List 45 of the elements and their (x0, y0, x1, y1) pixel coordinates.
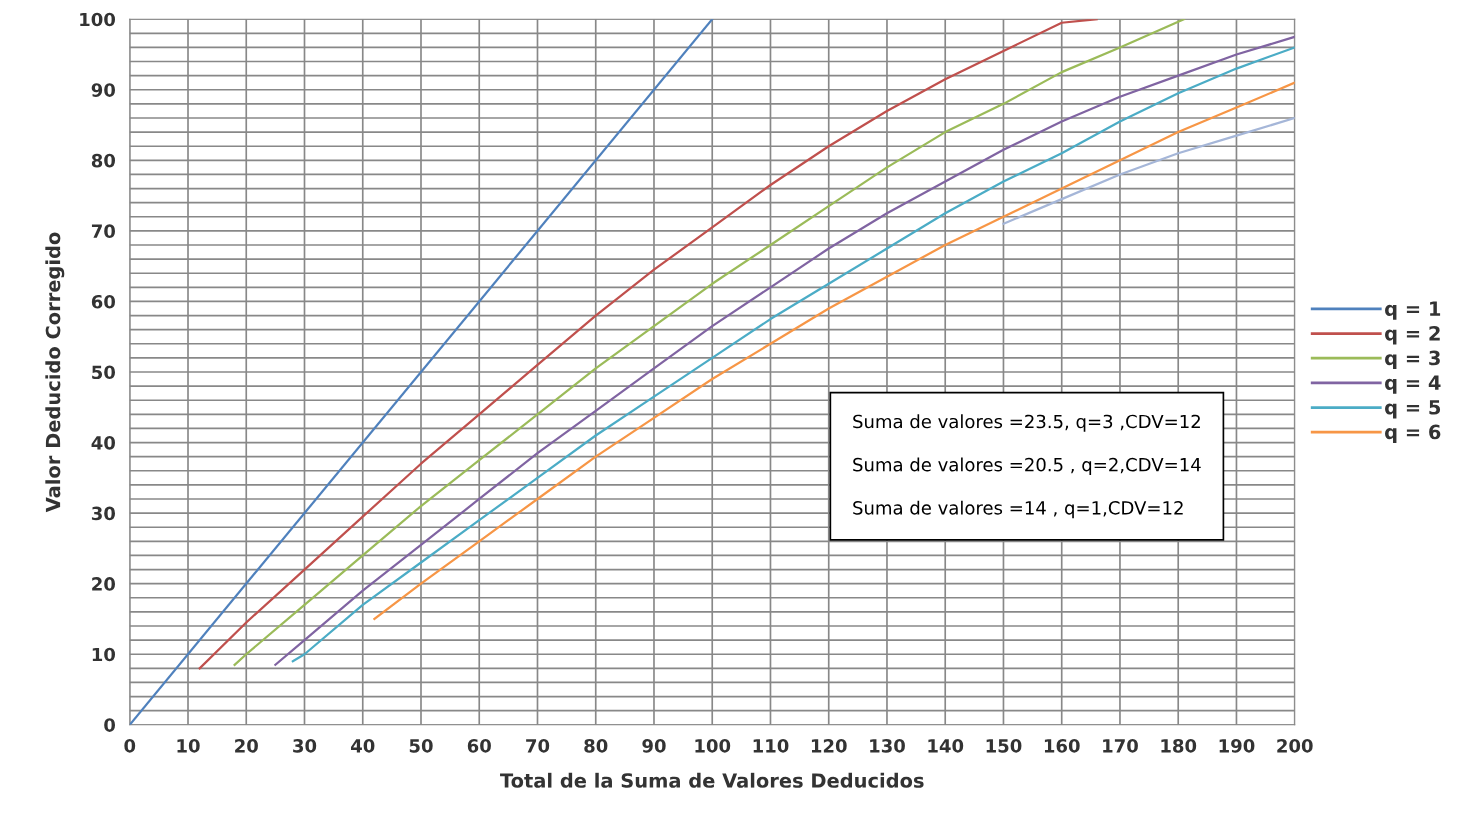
x-tick-label: 130 (870, 738, 905, 753)
x-tick-label: 20 (235, 738, 258, 753)
x-tick-label: 80 (584, 738, 608, 753)
legend-label: q = 4 (1385, 375, 1441, 394)
y-tick-label: 100 (80, 12, 116, 27)
y-tick-label: 0 (104, 718, 116, 732)
y-tick-label: 50 (92, 365, 116, 380)
line-series (373, 81, 1295, 621)
x-tick-label: 70 (526, 738, 550, 753)
y-tick-label: 80 (91, 153, 116, 168)
annotation: Suma de valores =20.5 , q=2,CDV=14 (853, 457, 1201, 475)
x-tick-label: 10 (177, 738, 200, 753)
x-tick-label: 120 (811, 738, 847, 753)
x-tick-label: 170 (1103, 738, 1138, 753)
x-tick-label: 30 (293, 738, 317, 753)
annotation: Suma de valores =23.5, q=3 ,CDV=12 (853, 414, 1200, 432)
y-tick-label: 20 (92, 577, 116, 591)
y-tick-label: 10 (92, 647, 116, 662)
x-tick-label: 150 (986, 738, 1022, 753)
x-tick-label: 60 (467, 738, 491, 753)
x-tick-label: 50 (409, 738, 433, 753)
y-tick-label: 60 (91, 294, 116, 309)
legend-label: q = 6 (1385, 424, 1441, 444)
x-tick-label: 180 (1161, 738, 1197, 753)
x-tick-label: 40 (351, 738, 375, 753)
y-tick-label: 90 (91, 83, 116, 97)
x-tick-label: 200 (1277, 738, 1313, 753)
x-tick-label: 90 (642, 738, 666, 753)
legend-label: q = 1 (1385, 301, 1441, 320)
x-tick-label: 140 (928, 738, 964, 753)
x-tick-label: 190 (1219, 738, 1255, 753)
y-tick-label: 70 (91, 224, 116, 238)
x-tick-label: 110 (753, 738, 789, 753)
x-axis-title: Total de la Suma de Valores Deducidos (500, 772, 924, 788)
legend-label: q = 2 (1385, 325, 1440, 345)
x-tick-label: 100 (695, 738, 731, 753)
y-tick-label: 30 (91, 506, 116, 521)
y-axis-title: Valor Deducido Corregido (45, 232, 65, 513)
legend-label: q = 5 (1385, 400, 1441, 419)
legend-label: q = 3 (1385, 350, 1440, 370)
annotation: Suma de valores =14 , q=1,CDV=12 (853, 500, 1183, 519)
x-tick-label: 160 (1044, 738, 1080, 753)
x-tick-label: 0 (124, 738, 136, 753)
y-tick-label: 40 (91, 436, 116, 450)
line-series (1002, 116, 1295, 225)
